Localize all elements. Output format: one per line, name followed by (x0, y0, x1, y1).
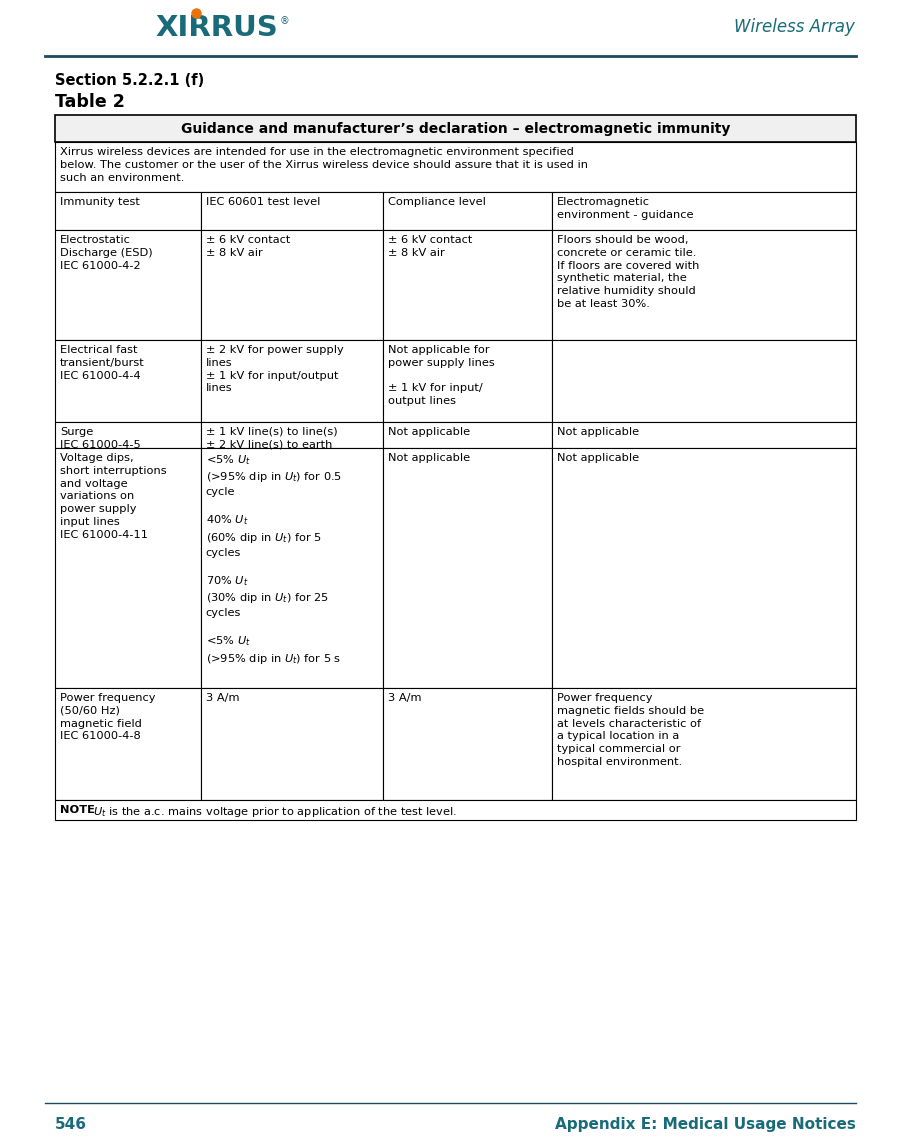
Text: Electrical fast
transient/burst
IEC 61000-4-4: Electrical fast transient/burst IEC 6100… (60, 345, 145, 381)
Text: Electromagnetic
environment - guidance: Electromagnetic environment - guidance (557, 197, 693, 219)
Bar (384, 448, 551, 688)
Text: Floors should be wood,
concrete or ceramic tile.
If floors are covered with
synt: Floors should be wood, concrete or ceram… (557, 235, 699, 309)
Text: Table 2: Table 2 (55, 93, 125, 111)
Bar (55, 448, 201, 688)
Bar (551, 192, 856, 230)
Bar (551, 688, 856, 800)
Text: Wireless Array: Wireless Array (734, 18, 855, 36)
Text: Power frequency
magnetic fields should be
at levels characteristic of
a typical : Power frequency magnetic fields should b… (557, 692, 704, 767)
Bar (384, 688, 551, 800)
Bar (384, 230, 551, 340)
Bar (551, 230, 856, 340)
Bar (55, 142, 856, 192)
Text: Voltage dips,
short interruptions
and voltage
variations on
power supply
input l: Voltage dips, short interruptions and vo… (60, 453, 167, 540)
Text: Section 5.2.2.1 (f): Section 5.2.2.1 (f) (55, 73, 205, 88)
Text: Not applicable: Not applicable (388, 453, 470, 463)
Bar (551, 340, 856, 422)
Text: NOTE: NOTE (60, 805, 95, 815)
Bar (55, 800, 856, 820)
Bar (201, 192, 384, 230)
Text: XIRRUS: XIRRUS (155, 14, 278, 42)
Text: Xirrus wireless devices are intended for use in the electromagnetic environment : Xirrus wireless devices are intended for… (60, 147, 588, 183)
Text: ®: ® (280, 16, 290, 26)
Bar (201, 340, 384, 422)
Text: 3 A/m: 3 A/m (388, 692, 422, 703)
Bar (55, 422, 201, 448)
Bar (55, 192, 201, 230)
Bar (55, 688, 201, 800)
Text: Power frequency
(50/60 Hz)
magnetic field
IEC 61000-4-8: Power frequency (50/60 Hz) magnetic fiel… (60, 692, 156, 741)
Text: Not applicable for
power supply lines

± 1 kV for input/
output lines: Not applicable for power supply lines ± … (388, 345, 496, 406)
Bar (384, 422, 551, 448)
Text: Appendix E: Medical Usage Notices: Appendix E: Medical Usage Notices (555, 1117, 856, 1132)
Text: ± 6 kV contact
± 8 kV air: ± 6 kV contact ± 8 kV air (388, 235, 473, 258)
Bar (55, 230, 201, 340)
Bar (55, 340, 201, 422)
Bar (55, 115, 856, 142)
Text: 3 A/m: 3 A/m (205, 692, 240, 703)
Text: Compliance level: Compliance level (388, 197, 487, 207)
Bar (201, 422, 384, 448)
Bar (201, 448, 384, 688)
Text: ± 2 kV for power supply
lines
± 1 kV for input/output
lines: ± 2 kV for power supply lines ± 1 kV for… (205, 345, 343, 393)
Text: ± 1 kV line(s) to line(s)
± 2 kV line(s) to earth: ± 1 kV line(s) to line(s) ± 2 kV line(s)… (205, 428, 337, 450)
Bar (201, 688, 384, 800)
Bar (201, 230, 384, 340)
Text: Surge
IEC 61000-4-5: Surge IEC 61000-4-5 (60, 428, 141, 450)
Text: IEC 60601 test level: IEC 60601 test level (205, 197, 320, 207)
Bar (384, 340, 551, 422)
Bar (384, 192, 551, 230)
Text: $U_t$ is the a.c. mains voltage prior to application of the test level.: $U_t$ is the a.c. mains voltage prior to… (93, 805, 457, 819)
Text: ± 6 kV contact
± 8 kV air: ± 6 kV contact ± 8 kV air (205, 235, 290, 258)
Text: Not applicable: Not applicable (557, 428, 639, 437)
Text: Guidance and manufacturer’s declaration – electromagnetic immunity: Guidance and manufacturer’s declaration … (181, 122, 730, 135)
Text: 546: 546 (55, 1117, 87, 1132)
Text: Electrostatic
Discharge (ESD)
IEC 61000-4-2: Electrostatic Discharge (ESD) IEC 61000-… (60, 235, 152, 271)
Text: Not applicable: Not applicable (557, 453, 639, 463)
Text: Not applicable: Not applicable (388, 428, 470, 437)
Text: <5% $U_t$
(>95% dip in $U_t$) for 0.5
cycle

40% $U_t$
(60% dip in $U_t$) for 5
: <5% $U_t$ (>95% dip in $U_t$) for 0.5 cy… (205, 453, 342, 665)
Bar (551, 422, 856, 448)
Bar (551, 448, 856, 688)
Text: Immunity test: Immunity test (60, 197, 140, 207)
